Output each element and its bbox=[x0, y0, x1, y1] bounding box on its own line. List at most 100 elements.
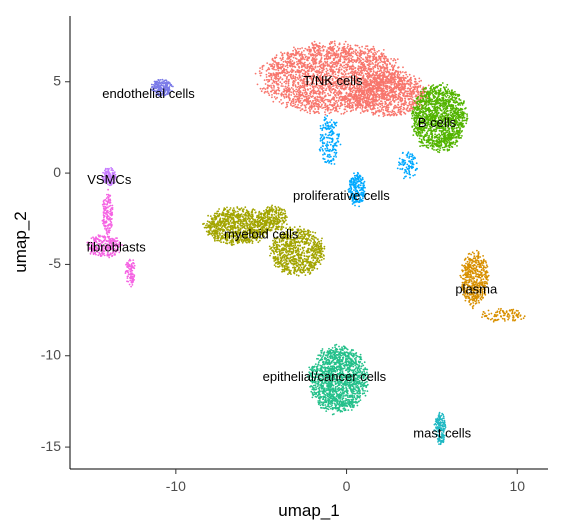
data-point bbox=[422, 137, 425, 140]
data-point bbox=[401, 85, 404, 88]
data-point bbox=[343, 111, 346, 114]
data-point bbox=[368, 104, 370, 107]
data-point bbox=[380, 71, 383, 74]
data-point bbox=[372, 72, 374, 75]
data-point bbox=[374, 85, 376, 87]
data-point bbox=[376, 89, 379, 92]
data-point bbox=[435, 90, 437, 93]
data-point bbox=[443, 146, 446, 149]
data-point bbox=[337, 94, 340, 97]
data-point bbox=[329, 103, 331, 106]
data-point bbox=[267, 78, 269, 81]
data-point bbox=[347, 102, 349, 105]
data-point bbox=[291, 105, 294, 107]
data-point bbox=[385, 57, 387, 59]
data-point bbox=[275, 68, 277, 71]
data-point bbox=[328, 112, 331, 115]
data-point bbox=[381, 89, 384, 92]
data-point bbox=[366, 53, 369, 55]
data-point bbox=[338, 107, 341, 110]
data-point bbox=[444, 133, 446, 136]
data-point bbox=[387, 58, 389, 61]
data-point bbox=[372, 45, 375, 48]
data-point bbox=[282, 85, 284, 87]
data-point bbox=[371, 59, 374, 62]
data-point bbox=[364, 65, 366, 68]
data-point bbox=[308, 46, 311, 49]
data-point bbox=[441, 146, 444, 149]
data-point bbox=[444, 144, 447, 147]
data-point bbox=[319, 91, 322, 94]
data-point bbox=[457, 95, 459, 98]
data-point bbox=[282, 90, 285, 93]
data-point bbox=[415, 132, 418, 135]
data-point bbox=[375, 57, 377, 60]
data-point bbox=[396, 74, 399, 77]
data-point bbox=[287, 80, 290, 83]
data-point bbox=[309, 91, 312, 93]
data-point bbox=[352, 89, 355, 92]
data-point bbox=[367, 84, 369, 87]
data-point bbox=[437, 102, 440, 105]
data-point bbox=[351, 55, 354, 58]
data-point bbox=[322, 106, 325, 109]
data-point bbox=[458, 119, 461, 122]
data-point bbox=[383, 55, 386, 58]
data-point bbox=[350, 67, 353, 70]
data-point bbox=[346, 63, 348, 65]
data-point bbox=[290, 77, 293, 80]
data-point bbox=[329, 101, 332, 104]
data-point bbox=[451, 132, 454, 135]
data-point bbox=[301, 47, 303, 49]
data-point bbox=[335, 96, 338, 99]
data-point bbox=[378, 57, 381, 60]
data-point bbox=[456, 126, 458, 129]
data-point bbox=[343, 58, 346, 61]
data-point bbox=[418, 80, 421, 83]
data-point bbox=[307, 56, 309, 59]
data-point bbox=[411, 126, 414, 128]
data-point bbox=[325, 70, 328, 73]
data-point bbox=[281, 82, 283, 85]
data-point bbox=[428, 91, 431, 94]
data-point bbox=[317, 89, 320, 92]
data-point bbox=[317, 70, 320, 72]
data-point bbox=[316, 69, 318, 72]
data-point bbox=[373, 107, 376, 110]
data-point bbox=[304, 106, 307, 109]
data-point bbox=[287, 74, 290, 77]
data-point bbox=[437, 98, 439, 101]
data-point bbox=[294, 48, 297, 50]
data-point bbox=[359, 49, 362, 51]
data-point bbox=[347, 43, 349, 46]
data-point bbox=[335, 68, 338, 71]
data-point bbox=[418, 101, 421, 104]
data-point bbox=[298, 74, 301, 76]
data-point bbox=[351, 70, 353, 72]
data-point bbox=[303, 99, 306, 102]
data-point bbox=[362, 64, 365, 67]
data-point bbox=[349, 54, 351, 56]
data-point bbox=[261, 68, 264, 70]
data-point bbox=[286, 66, 289, 69]
data-point bbox=[347, 72, 350, 75]
data-point bbox=[292, 56, 295, 59]
data-point bbox=[366, 103, 368, 106]
data-point bbox=[397, 104, 400, 106]
data-point bbox=[352, 68, 355, 70]
data-point bbox=[384, 87, 387, 89]
data-point bbox=[306, 48, 308, 51]
data-point bbox=[313, 50, 316, 53]
data-point bbox=[272, 84, 275, 87]
data-point bbox=[425, 144, 428, 147]
data-point bbox=[329, 83, 332, 86]
data-point bbox=[332, 96, 335, 98]
data-point bbox=[437, 137, 439, 139]
data-point bbox=[359, 60, 361, 63]
data-point bbox=[330, 86, 332, 88]
data-point bbox=[408, 78, 411, 81]
data-point bbox=[375, 97, 377, 99]
data-point bbox=[264, 88, 267, 90]
data-point bbox=[389, 82, 392, 84]
data-point bbox=[449, 139, 451, 141]
